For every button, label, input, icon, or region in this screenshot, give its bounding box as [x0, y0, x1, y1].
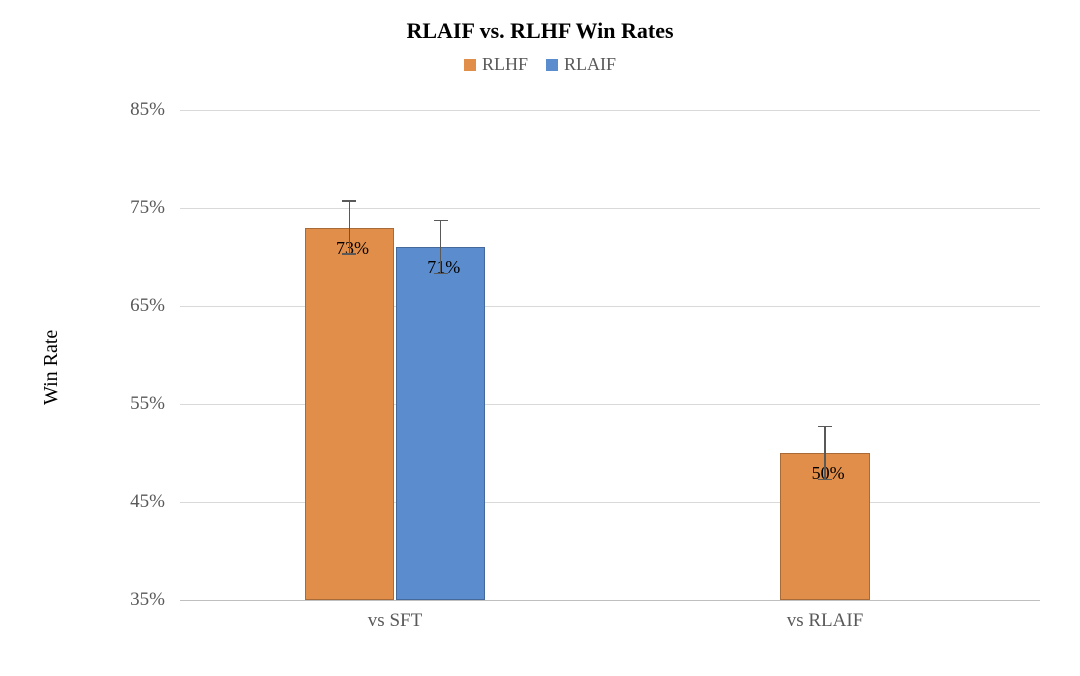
y-axis-title: Win Rate — [40, 330, 63, 405]
chart-title: RLAIF vs. RLHF Win Rates — [0, 18, 1080, 44]
chart-container: RLAIF vs. RLHF Win Rates RLHF RLAIF Win … — [0, 0, 1080, 676]
x-tick-label: vs RLAIF — [725, 610, 925, 632]
legend-swatch-rlaif — [546, 59, 558, 71]
y-tick-label: 35% — [100, 589, 165, 611]
bar-value-label: 71% — [427, 257, 460, 278]
y-tick-label: 65% — [100, 295, 165, 317]
bar-value-label: 50% — [812, 463, 845, 484]
y-tick-label: 75% — [100, 197, 165, 219]
legend-item-rlhf: RLHF — [464, 54, 528, 75]
gridline — [180, 208, 1040, 209]
legend-item-rlaif: RLAIF — [546, 54, 616, 75]
legend-swatch-rlhf — [464, 59, 476, 71]
x-tick-label: vs SFT — [295, 610, 495, 632]
y-tick-label: 55% — [100, 393, 165, 415]
legend-label-rlaif: RLAIF — [564, 54, 616, 75]
gridline — [180, 110, 1040, 111]
legend-label-rlhf: RLHF — [482, 54, 528, 75]
gridline — [180, 600, 1040, 601]
bar-value-label: 73% — [336, 238, 369, 259]
y-tick-label: 85% — [100, 99, 165, 121]
plot-area: 73% 71% 50% — [180, 110, 1040, 600]
bar-rlhf-0 — [305, 228, 394, 600]
y-tick-label: 45% — [100, 491, 165, 513]
bar-rlaif-0 — [396, 247, 485, 600]
legend: RLHF RLAIF — [0, 54, 1080, 75]
